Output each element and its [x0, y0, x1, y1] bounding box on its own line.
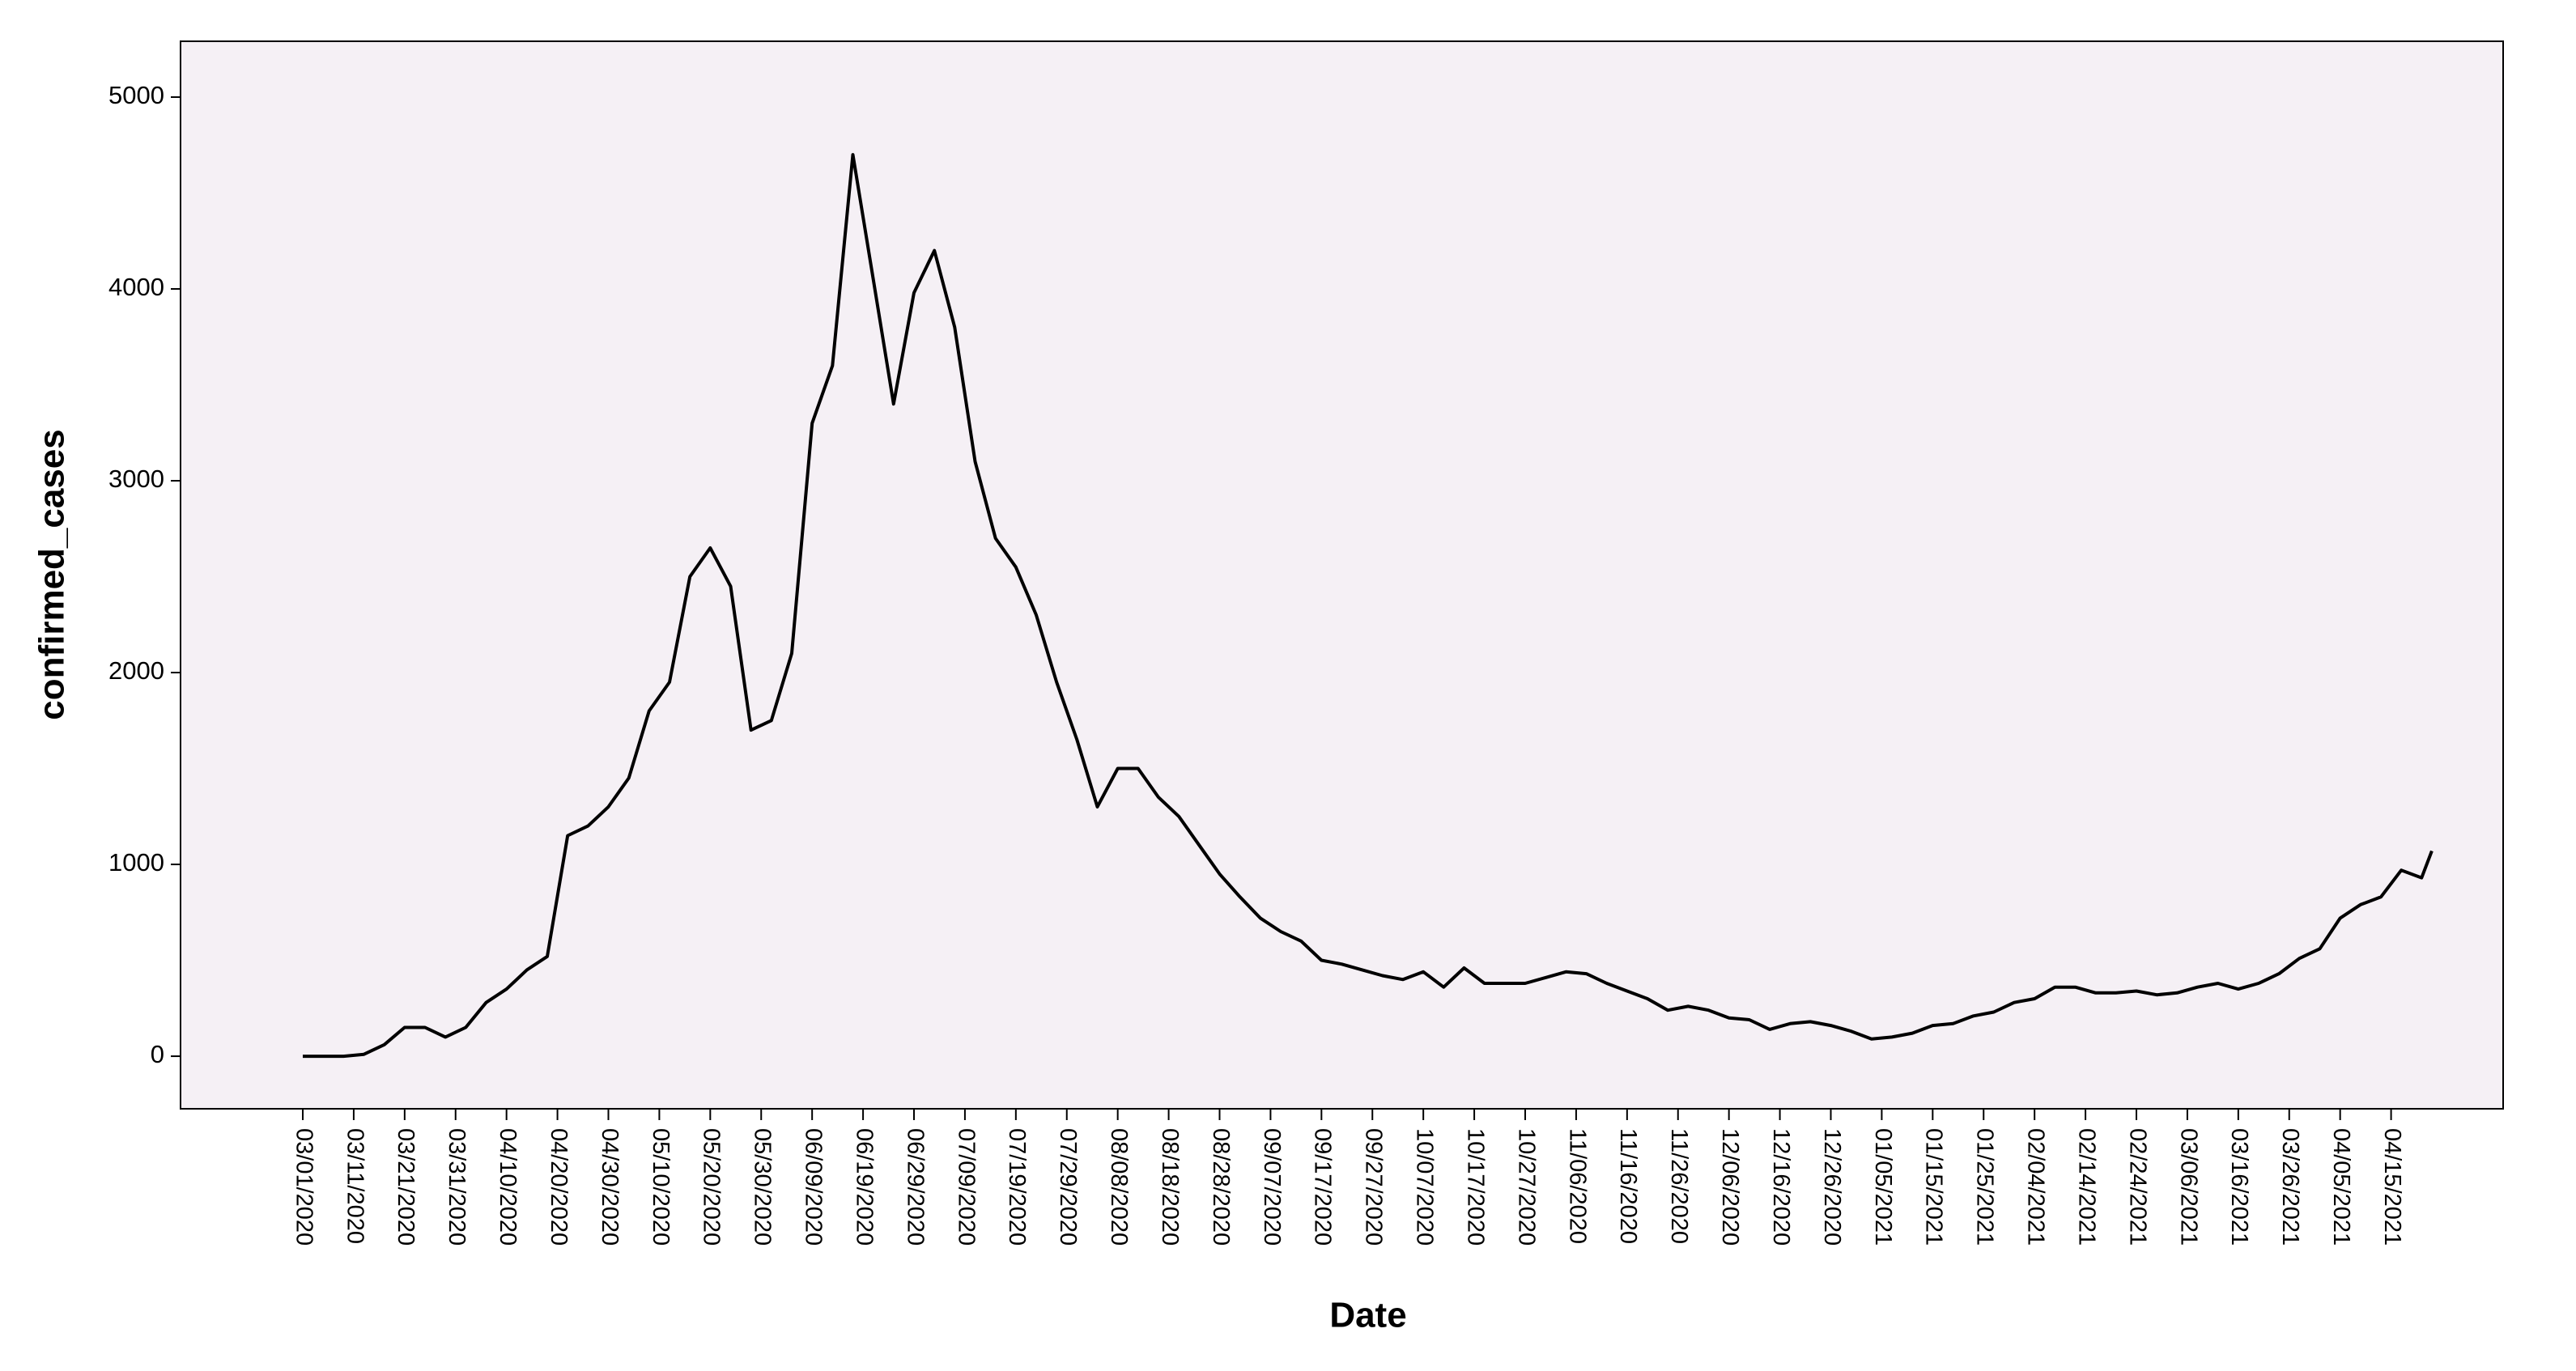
y-tick-label: 2000	[108, 656, 164, 685]
x-tick-label: 02/04/2021	[2023, 1128, 2049, 1246]
x-tick-label: 03/16/2021	[2226, 1128, 2252, 1246]
x-tick-label: 08/28/2020	[1208, 1128, 1234, 1246]
x-tick-label: 02/24/2021	[2124, 1128, 2150, 1246]
x-tick-label: 08/18/2020	[1157, 1128, 1183, 1246]
y-tick-label: 0	[151, 1040, 164, 1068]
x-tick-label: 03/26/2021	[2277, 1128, 2303, 1246]
x-tick-label: 08/08/2020	[1106, 1128, 1132, 1246]
y-axis-title: confirmed_cases	[32, 429, 72, 720]
x-tick-label: 10/17/2020	[1462, 1128, 1488, 1246]
x-tick-label: 07/19/2020	[1004, 1128, 1030, 1246]
y-tick-label: 1000	[108, 848, 164, 877]
y-tick-label: 3000	[108, 465, 164, 493]
x-tick-label: 05/20/2020	[699, 1128, 725, 1246]
x-tick-label: 03/21/2020	[393, 1128, 419, 1246]
x-tick-label: 06/09/2020	[801, 1128, 827, 1246]
x-tick-label: 03/31/2020	[444, 1128, 470, 1246]
x-tick-label: 07/29/2020	[1055, 1128, 1081, 1246]
x-tick-label: 07/09/2020	[953, 1128, 979, 1246]
x-tick-label: 06/19/2020	[851, 1128, 877, 1246]
x-tick-label: 09/07/2020	[1259, 1128, 1285, 1246]
x-tick-label: 04/05/2021	[2328, 1128, 2354, 1246]
x-tick-label: 01/25/2021	[1972, 1128, 1998, 1246]
data-line	[303, 153, 2434, 1059]
x-tick-label: 12/16/2020	[1768, 1128, 1794, 1246]
x-tick-label: 10/27/2020	[1513, 1128, 1539, 1246]
x-tick-label: 04/10/2020	[495, 1128, 521, 1246]
x-tick-label: 09/27/2020	[1361, 1128, 1387, 1246]
y-tick-label: 4000	[108, 273, 164, 301]
x-tick-label: 03/01/2020	[291, 1128, 317, 1246]
x-tick-label: 06/29/2020	[902, 1128, 928, 1246]
x-tick-label: 05/30/2020	[750, 1128, 776, 1246]
plot-area	[180, 40, 2504, 1110]
x-tick-label: 11/16/2020	[1615, 1128, 1641, 1244]
x-tick-label: 05/10/2020	[648, 1128, 674, 1246]
x-tick-label: 01/05/2021	[1870, 1128, 1896, 1246]
x-tick-label: 11/26/2020	[1666, 1128, 1692, 1244]
x-tick-label: 09/17/2020	[1310, 1128, 1336, 1246]
x-tick-label: 04/15/2021	[2379, 1128, 2405, 1246]
x-axis-title: Date	[1329, 1296, 1406, 1335]
x-tick-label: 04/20/2020	[546, 1128, 572, 1246]
x-tick-label: 10/07/2020	[1412, 1128, 1438, 1246]
x-tick-label: 12/26/2020	[1819, 1128, 1845, 1246]
x-tick-label: 04/30/2020	[597, 1128, 623, 1246]
x-tick-label: 03/06/2021	[2175, 1128, 2201, 1246]
y-tick-label: 5000	[108, 81, 164, 109]
x-tick-label: 12/06/2020	[1717, 1128, 1743, 1246]
x-tick-label: 02/14/2021	[2073, 1128, 2099, 1246]
x-tick-label: 01/15/2021	[1921, 1128, 1947, 1246]
x-tick-label: 11/06/2020	[1564, 1128, 1590, 1244]
x-tick-label: 03/11/2020	[342, 1128, 368, 1244]
